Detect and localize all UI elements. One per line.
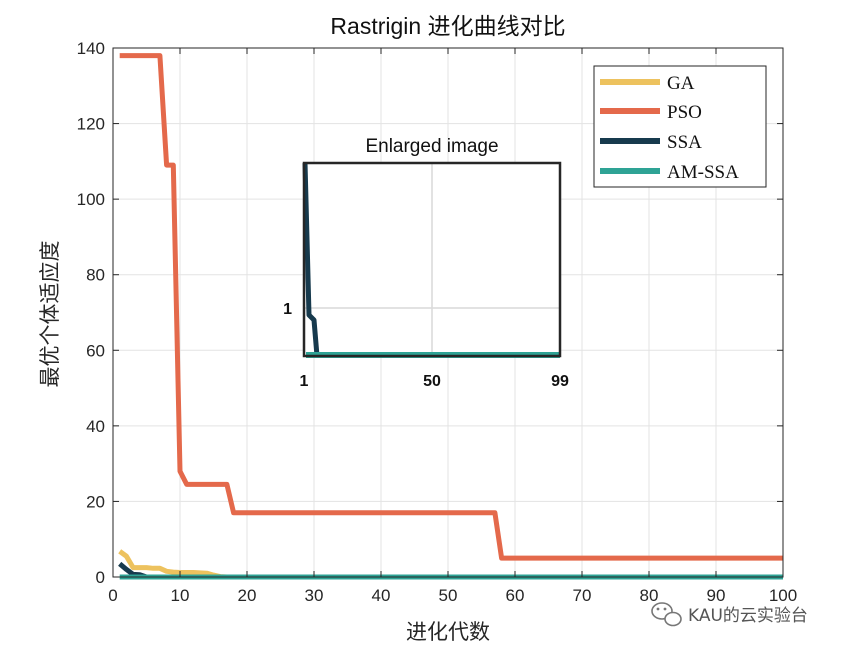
inset-title: Enlarged image xyxy=(365,136,498,157)
series-line-pso xyxy=(119,53,783,561)
y-axis-title: 最优个体适应度 xyxy=(38,241,62,388)
x-tick-label: 70 xyxy=(573,586,592,605)
x-axis-title: 进化代数 xyxy=(406,620,490,644)
x-tick-label: 100 xyxy=(769,586,797,605)
y-tick-label: 140 xyxy=(77,39,105,58)
legend: GA PSO SSA AM-SSA xyxy=(593,65,767,188)
legend-label-am-ssa: AM-SSA xyxy=(667,162,739,183)
x-tick-label: 20 xyxy=(238,586,257,605)
chart-title: Rastrigin 进化曲线对比 xyxy=(330,13,565,39)
wechat-icon xyxy=(651,602,682,627)
x-tick-label: 90 xyxy=(707,586,726,605)
inset-x-tick-label: 50 xyxy=(423,373,441,390)
watermark: KAU的云实验台 xyxy=(651,602,808,627)
inset-enlarged-view: Enlarged image 1 50 99 1 xyxy=(283,136,569,390)
x-tick-label: 60 xyxy=(506,586,525,605)
y-tick-label: 60 xyxy=(86,341,105,360)
watermark-text: KAU的云实验台 xyxy=(688,606,808,626)
legend-label-ga: GA xyxy=(667,73,695,94)
y-tick-label: 40 xyxy=(86,417,105,436)
inset-y-tick-label: 1 xyxy=(283,301,292,318)
y-tick-label: 80 xyxy=(86,266,105,285)
x-tick-label: 50 xyxy=(439,586,458,605)
x-axis-ticks: 0 10 20 30 40 50 60 70 80 90 100 xyxy=(108,48,797,605)
x-tick-label: 30 xyxy=(305,586,324,605)
y-axis-ticks: 0 20 40 60 80 100 120 140 xyxy=(77,39,783,587)
y-tick-label: 20 xyxy=(86,492,105,511)
x-tick-label: 80 xyxy=(640,586,659,605)
inset-x-tick-label: 99 xyxy=(551,373,569,390)
x-tick-label: 10 xyxy=(171,586,190,605)
legend-box xyxy=(593,65,767,188)
legend-label-pso: PSO xyxy=(667,102,702,123)
x-tick-label: 0 xyxy=(108,586,117,605)
y-tick-label: 100 xyxy=(77,190,105,209)
y-tick-label: 0 xyxy=(96,568,105,587)
legend-label-ssa: SSA xyxy=(667,132,702,153)
inset-series-ssa xyxy=(302,162,320,357)
inset-x-tick-label: 1 xyxy=(300,373,309,390)
x-tick-label: 40 xyxy=(372,586,391,605)
y-tick-label: 120 xyxy=(77,115,105,134)
inset-frame xyxy=(302,161,562,358)
